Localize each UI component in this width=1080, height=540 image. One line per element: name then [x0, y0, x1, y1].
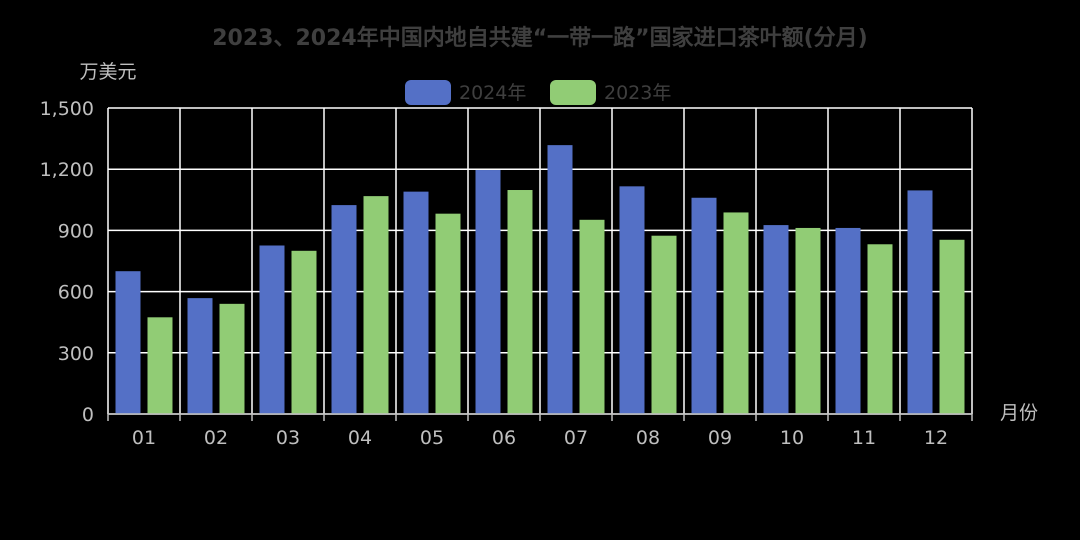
grid: [107, 107, 973, 415]
legend-label[interactable]: 2023年: [604, 82, 671, 104]
x-tick-label: 11: [852, 427, 876, 449]
bar-series-1: [115, 271, 141, 414]
y-axis-label: 万美元: [79, 61, 136, 83]
x-tick-label: 10: [780, 427, 804, 449]
legend: 2024年 2023年: [405, 80, 671, 105]
chart-title: 2023、2024年中国内地自共建“一带一路”国家进口茶叶额(分月): [212, 25, 868, 51]
tick-labels: 0 300 600 900 1,200 1,500 01 02 03 04 05 06 07 08 09 10…: [40, 98, 949, 449]
bar-series-2: [579, 219, 605, 414]
x-tick-label: 08: [636, 427, 660, 449]
y-tick-label: 0: [82, 404, 94, 426]
y-tick-label: 300: [58, 343, 94, 365]
bar-series-2: [147, 317, 173, 414]
axes: [107, 413, 973, 421]
y-tick-label: 900: [58, 220, 94, 242]
bar-series-1: [259, 245, 285, 414]
x-tick-label: 01: [132, 427, 156, 449]
bar-series-1: [547, 145, 573, 415]
bar-series-2: [723, 212, 749, 414]
bar-series-2: [651, 235, 677, 414]
x-tick-label: 07: [564, 427, 588, 449]
x-tick-label: 12: [924, 427, 948, 449]
bar-series-2: [939, 239, 965, 414]
y-tick-label: 1,500: [40, 98, 94, 120]
legend-swatch[interactable]: [550, 80, 596, 105]
bar-series-1: [835, 227, 861, 414]
bar-series-2: [363, 196, 389, 414]
bar-series-1: [475, 170, 501, 414]
x-tick-label: 06: [492, 427, 516, 449]
bar-series-2: [867, 244, 893, 414]
x-axis-label: 月份: [1000, 402, 1038, 424]
bar-series-2: [507, 190, 533, 414]
bar-series-2: [435, 213, 461, 414]
x-tick-label: 02: [204, 427, 228, 449]
x-tick-label: 05: [420, 427, 444, 449]
bar-series-2: [291, 250, 317, 414]
x-tick-label: 04: [348, 427, 372, 449]
x-tick-label: 03: [276, 427, 300, 449]
bar-series-1: [619, 186, 645, 414]
y-tick-label: 600: [58, 282, 94, 304]
y-tick-label: 1,200: [40, 159, 94, 181]
legend-swatch[interactable]: [405, 80, 451, 105]
x-tick-label: 09: [708, 427, 732, 449]
bar-series-1: [403, 191, 429, 414]
legend-label[interactable]: 2024年: [459, 82, 526, 104]
bars: [115, 145, 965, 415]
bar-series-1: [691, 197, 717, 414]
bar-series-1: [187, 298, 213, 414]
bar-series-1: [907, 190, 933, 414]
bar-series-1: [331, 205, 357, 414]
bar-series-2: [795, 227, 821, 414]
bar-series-1: [763, 225, 789, 414]
bar-series-2: [219, 303, 245, 414]
